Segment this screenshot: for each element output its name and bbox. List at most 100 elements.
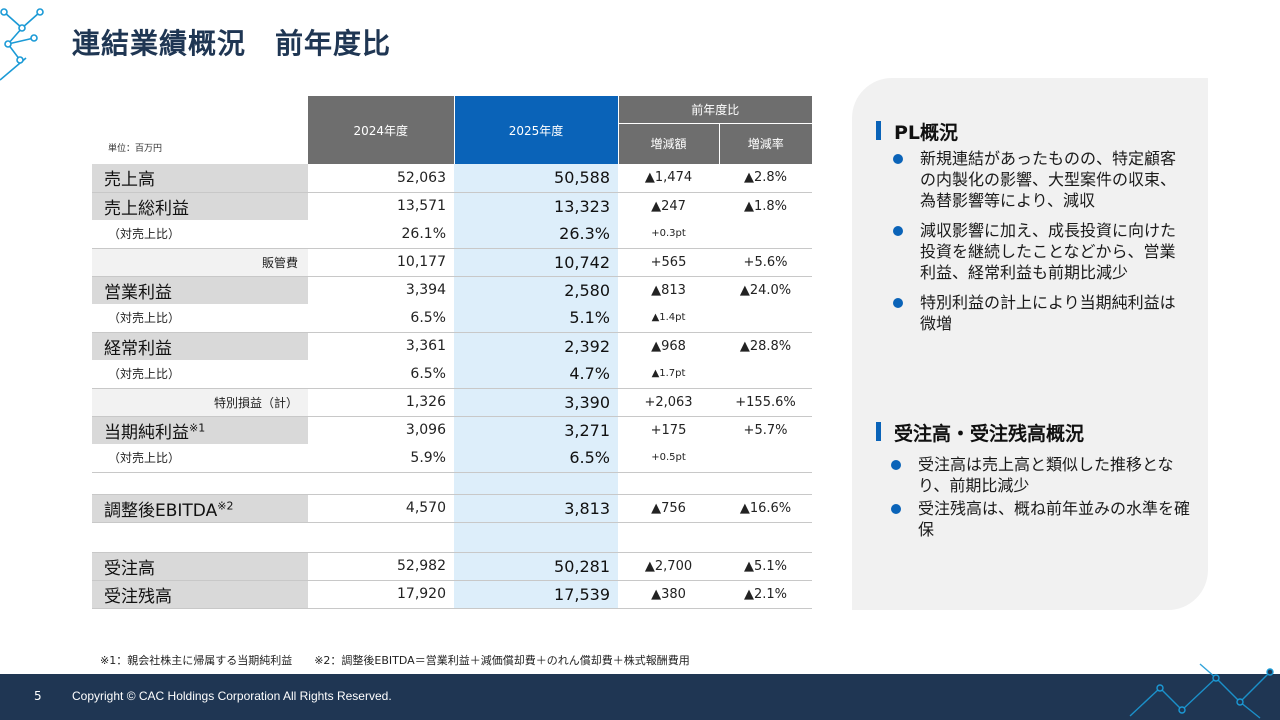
value-rate: +155.6% — [719, 388, 813, 417]
row-label: 売上高 — [92, 164, 308, 193]
table-row: 営業利益 3,394 2,580 ▲813 ▲24.0% — [92, 276, 812, 304]
list-item: 受注残高は、概ね前年並みの水準を確保 — [888, 498, 1190, 540]
page-title: 連結業績概況 前年度比 — [72, 27, 392, 60]
unit-label: 単位：百万円 — [108, 144, 163, 154]
page-number: 5 — [34, 689, 42, 703]
header-2024: 2024年度 — [308, 96, 455, 164]
value-diff: ▲2,700 — [618, 552, 719, 581]
value-rate: ▲1.8% — [743, 198, 788, 214]
value-rate: ▲2.8% — [719, 164, 813, 193]
value-2025: 2,580 — [454, 276, 618, 304]
value-rate: ▲24.0% — [739, 282, 792, 298]
value-2024: 6.5% — [308, 360, 454, 389]
value-diff: ▲813 — [651, 282, 686, 298]
list-item: 受注高は売上高と類似した推移となり、前期比減少 — [888, 454, 1190, 496]
value-diff: +175 — [650, 422, 687, 438]
bullet-text: 新規連結があったものの、特定顧客の内製化の影響、大型案件の収束、為替影響等により… — [920, 149, 1177, 210]
value-2024: 5.9% — [308, 444, 454, 473]
value-rate: ▲28.8% — [739, 338, 792, 354]
list-item: 新規連結があったものの、特定顧客の内製化の影響、大型案件の収束、為替影響等により… — [890, 148, 1190, 211]
pl-summary-title: PL概況 — [876, 118, 958, 145]
footnote-marker: ※1 — [189, 421, 206, 435]
footnote-marker: ※2 — [217, 498, 234, 512]
spacer-row — [92, 472, 813, 495]
value-2024: 3,394 — [405, 282, 446, 299]
row-label-text: 当期純利益 — [104, 422, 189, 443]
bullet-text: 受注残高は、概ね前年並みの水準を確保 — [918, 499, 1191, 539]
value-rate — [719, 220, 813, 249]
order-summary-title: 受注高・受注残高概況 — [876, 419, 1084, 446]
value-rate: ▲2.1% — [719, 580, 813, 609]
row-label: 調整後EBITDA※2 — [92, 494, 308, 523]
row-label: （対売上比） — [92, 444, 308, 473]
header-2025: 2025年度 — [454, 96, 619, 164]
value-diff: ▲247 — [651, 198, 686, 214]
table-row: 受注高 52,982 50,281 ▲2,700 ▲5.1% — [92, 552, 813, 581]
value-2025: 13,323 — [454, 192, 618, 220]
bullet-text: 特別利益の計上により当期純利益は微増 — [920, 293, 1176, 333]
value-2025: 50,281 — [454, 552, 618, 581]
table-row: （対売上比） 26.1% 26.3% +0.3pt — [92, 220, 813, 249]
value-2025: 2,392 — [454, 332, 618, 360]
header-comparison: 前年度比 — [618, 96, 813, 124]
value-rate: ▲5.1% — [719, 552, 813, 581]
value-diff: ▲968 — [651, 338, 686, 354]
value-2025: 17,539 — [454, 580, 618, 609]
row-label: （対売上比） — [92, 220, 308, 249]
footnote: ※1：親会社株主に帰属する当期純利益 ※2：調整後EBITDA＝営業利益＋減価償… — [100, 654, 690, 667]
table-row: 売上高 52,063 50,588 ▲1,474 ▲2.8% — [92, 164, 813, 193]
network-decoration-icon — [1129, 663, 1274, 719]
value-rate — [719, 304, 813, 333]
value-diff: ▲1.4pt — [618, 304, 719, 333]
value-2025: 6.5% — [454, 444, 618, 473]
financial-results-table: 単位：百万円 2024年度 2025年度 前年度比 増減額 増減率 売上高 52… — [92, 96, 813, 609]
table-row: 特別損益（計） 1,326 3,390 +2,063 +155.6% — [92, 388, 813, 417]
value-2025: 3,390 — [454, 388, 618, 417]
bullet-icon — [893, 298, 903, 308]
list-item: 減収影響に加え、成長投資に向けた投資を継続したことなどから、営業利益、経常利益も… — [890, 220, 1190, 283]
value-rate — [719, 360, 813, 389]
value-2025: 10,742 — [454, 248, 618, 277]
value-diff: ▲380 — [618, 580, 719, 609]
table-row: 調整後EBITDA※2 4,570 3,813 ▲756 ▲16.6% — [92, 494, 813, 523]
pl-summary-list: 新規連結があったものの、特定顧客の内製化の影響、大型案件の収束、為替影響等により… — [890, 148, 1190, 343]
value-2024: 52,982 — [308, 552, 454, 581]
table-row: （対売上比） 6.5% 4.7% ▲1.7pt — [92, 360, 813, 389]
summary-panel: PL概況 新規連結があったものの、特定顧客の内製化の影響、大型案件の収束、為替影… — [852, 78, 1208, 610]
row-label: 売上総利益 — [92, 192, 308, 220]
value-2025: 50,588 — [454, 164, 618, 193]
header-diff: 増減額 — [618, 123, 720, 164]
row-label: 経常利益 — [92, 332, 308, 360]
value-2024: 10,177 — [308, 248, 454, 277]
row-label: 受注高 — [92, 552, 308, 581]
bullet-icon — [893, 154, 903, 164]
value-diff: +0.3pt — [618, 220, 719, 249]
value-2025: 4.7% — [454, 360, 618, 389]
order-summary-list: 受注高は売上高と類似した推移となり、前期比減少 受注残高は、概ね前年並みの水準を… — [888, 454, 1190, 549]
table-row: 売上総利益 13,571 13,323 ▲247 ▲1.8% — [92, 192, 812, 220]
value-2025: 5.1% — [454, 304, 618, 333]
row-label-text: 調整後EBITDA — [104, 500, 218, 521]
row-label: 当期純利益※1 — [92, 416, 308, 444]
value-rate: +5.7% — [743, 422, 788, 438]
value-2024: 13,571 — [397, 198, 446, 215]
value-rate: ▲16.6% — [719, 494, 813, 523]
table-row: 販管費 10,177 10,742 +565 +5.6% — [92, 248, 813, 277]
row-label: 販管費 — [92, 248, 308, 277]
value-2024: 3,096 — [405, 422, 446, 439]
value-2025: 3,813 — [454, 494, 618, 523]
row-label: （対売上比） — [92, 304, 308, 333]
value-diff: ▲756 — [618, 494, 719, 523]
value-2024: 52,063 — [308, 164, 454, 193]
spacer-row — [92, 522, 813, 553]
table-row: 受注残高 17,920 17,539 ▲380 ▲2.1% — [92, 580, 813, 609]
network-logo-icon — [0, 8, 44, 81]
bullet-icon — [891, 460, 901, 470]
bullet-text: 受注高は売上高と類似した推移となり、前期比減少 — [918, 455, 1174, 495]
value-diff: +565 — [618, 248, 719, 277]
table-row: （対売上比） 5.9% 6.5% +0.5pt — [92, 444, 813, 473]
value-2024: 3,361 — [405, 338, 446, 355]
row-label: 特別損益（計） — [92, 388, 308, 417]
bullet-icon — [893, 226, 903, 236]
value-2024: 17,920 — [308, 580, 454, 609]
